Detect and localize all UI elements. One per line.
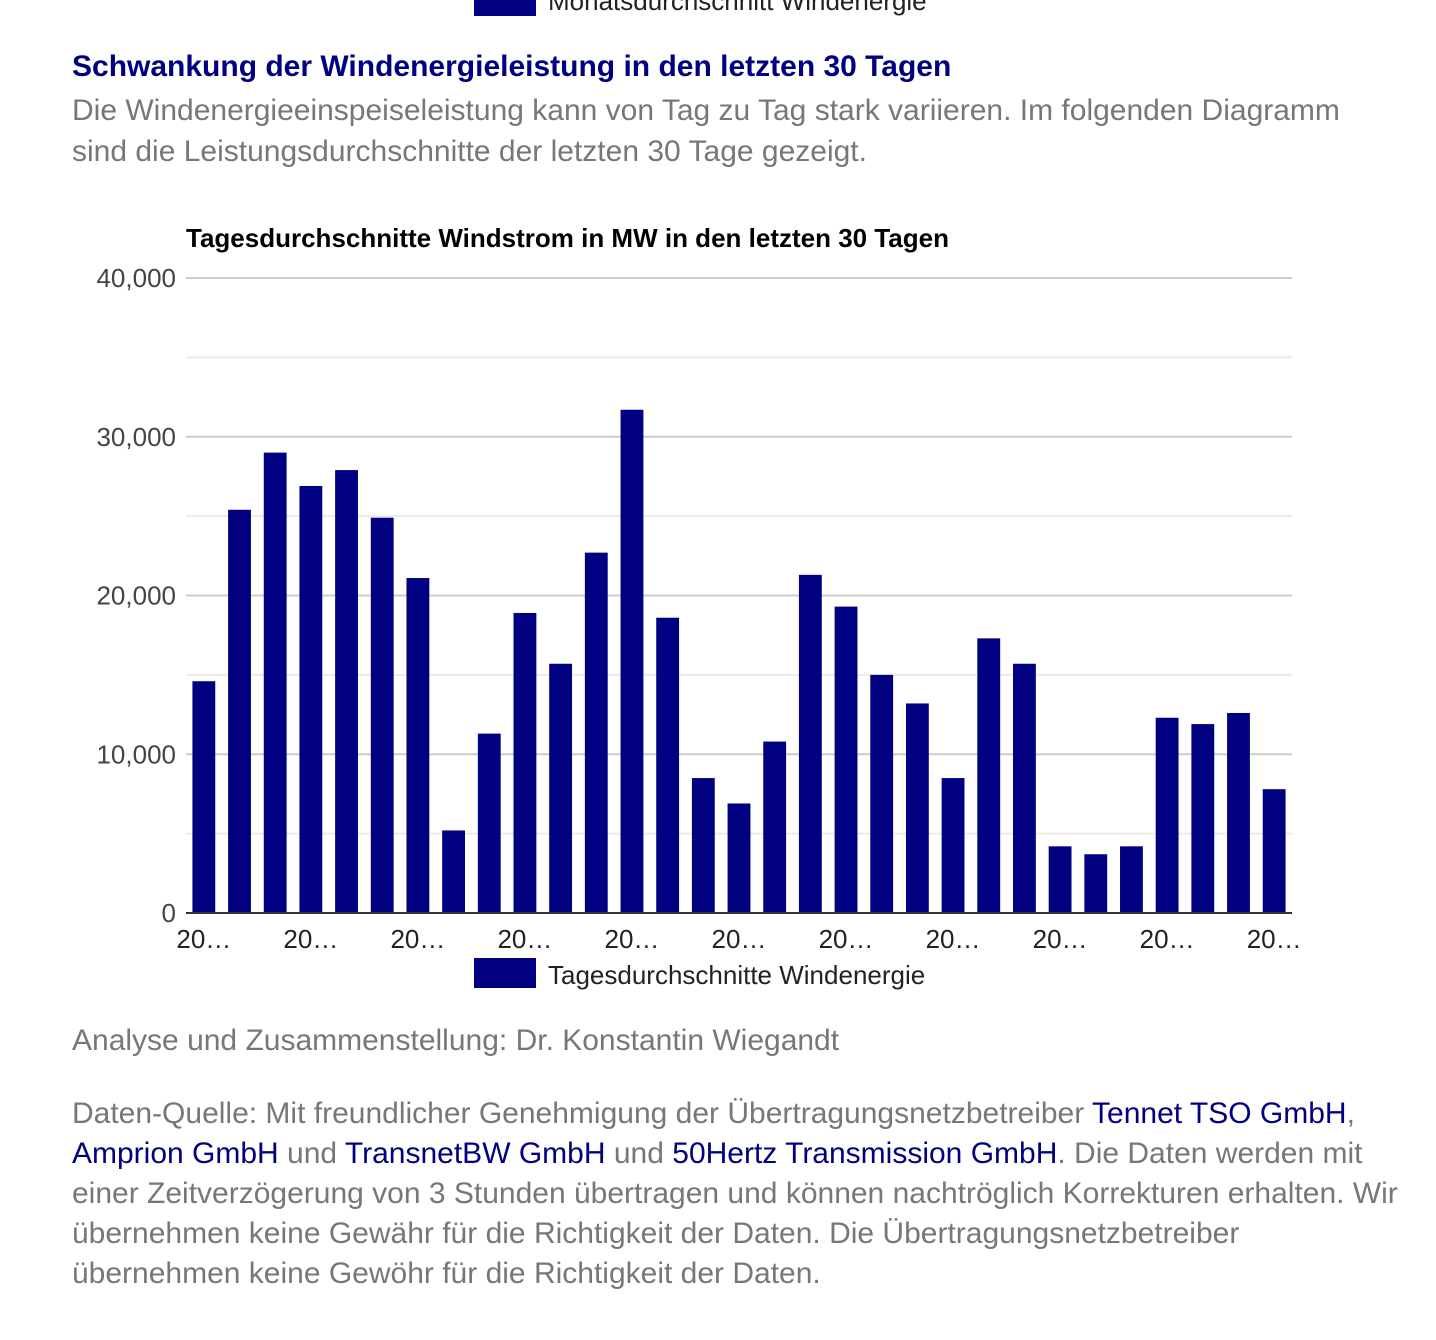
legend-swatch bbox=[474, 958, 536, 988]
source-sep-3: und bbox=[605, 1137, 673, 1170]
bar bbox=[870, 674, 894, 913]
x-tick-label: 20… bbox=[1140, 924, 1195, 954]
bar bbox=[977, 638, 1001, 913]
bar bbox=[620, 409, 644, 913]
analysis-credit: Analyse und Zusammenstellung: Dr. Konsta… bbox=[72, 1024, 840, 1057]
x-tick-label: 20… bbox=[497, 924, 552, 954]
bars bbox=[192, 409, 1286, 913]
bar bbox=[763, 741, 787, 913]
link-transnetbw[interactable]: TransnetBW GmbH bbox=[344, 1137, 606, 1170]
bar bbox=[1048, 846, 1072, 913]
bar bbox=[1120, 846, 1143, 913]
top-legend-swatch bbox=[474, 0, 536, 16]
y-tick-label: 20,000 bbox=[96, 581, 176, 611]
bar bbox=[656, 617, 680, 913]
bar bbox=[584, 552, 608, 913]
bar bbox=[335, 470, 358, 913]
y-tick-label: 10,000 bbox=[96, 739, 176, 769]
bar bbox=[513, 612, 537, 913]
bar bbox=[798, 574, 822, 913]
link-amprion[interactable]: Amprion GmbH bbox=[72, 1137, 279, 1170]
data-source: Daten-Quelle: Mit freundlicher Genehmigu… bbox=[72, 1094, 1412, 1294]
source-suffix: . Die Daten werden mit einer Zeitverzöge… bbox=[72, 1137, 1398, 1290]
bar bbox=[834, 606, 858, 913]
y-tick-label: 40,000 bbox=[96, 263, 176, 293]
x-tick-label: 20… bbox=[1033, 924, 1088, 954]
bar bbox=[477, 733, 501, 913]
legend-label: Tagesdurchschnitte Windenergie bbox=[548, 960, 925, 990]
x-tick-label: 20… bbox=[605, 924, 660, 954]
source-prefix: Daten-Quelle: Mit freundlicher Genehmigu… bbox=[72, 1097, 1093, 1130]
bar bbox=[691, 778, 715, 913]
bar bbox=[941, 778, 965, 913]
x-tick-label: 20… bbox=[819, 924, 874, 954]
bar bbox=[299, 485, 323, 913]
section-intro: Die Windenergieeinspeiseleistung kann vo… bbox=[72, 94, 1340, 168]
y-tick-label: 30,000 bbox=[96, 422, 176, 452]
x-tick-label: 20… bbox=[283, 924, 338, 954]
bar bbox=[1013, 663, 1036, 913]
bar bbox=[727, 803, 751, 913]
chart-title: Tagesdurchschnitte Windstrom in MW in de… bbox=[186, 223, 949, 253]
chart-legend: Tagesdurchschnitte Windenergie bbox=[474, 958, 925, 990]
source-sep-2: und bbox=[278, 1137, 345, 1170]
x-tick-label: 20… bbox=[712, 924, 767, 954]
x-tick-label: 20… bbox=[1247, 924, 1302, 954]
gridlines bbox=[186, 277, 1292, 835]
bar bbox=[263, 452, 287, 913]
bar bbox=[549, 663, 573, 913]
link-50hertz[interactable]: 50Hertz Transmission GmbH bbox=[672, 1137, 1058, 1170]
bar bbox=[192, 681, 216, 913]
top-legend-label: Monatsdurchschnitt Windenergie bbox=[548, 0, 927, 16]
source-sep-1: , bbox=[1346, 1097, 1355, 1130]
bar bbox=[406, 578, 430, 913]
bar bbox=[228, 509, 251, 913]
link-tennet[interactable]: Tennet TSO GmbH bbox=[1092, 1097, 1347, 1130]
axes: 0 10,000 20,000 30,000 40,000 20… 20… 20… 20… 20…… bbox=[96, 263, 1301, 990]
bar bbox=[905, 703, 929, 913]
bar bbox=[1227, 712, 1250, 913]
bar bbox=[1262, 789, 1286, 913]
bar bbox=[370, 517, 394, 913]
y-tick-label: 0 bbox=[162, 898, 176, 928]
wind-bar-chart: 0 10,000 20,000 30,000 40,000 20… 20… 20… 20… 20…… bbox=[96, 223, 1301, 990]
bar bbox=[442, 830, 465, 913]
bar bbox=[1084, 854, 1108, 913]
bar bbox=[1155, 717, 1179, 913]
x-tick-label: 20… bbox=[176, 924, 231, 954]
x-tick-label: 20… bbox=[926, 924, 981, 954]
bar bbox=[1191, 724, 1215, 913]
section-title: Schwankung der Windenergieleistung in de… bbox=[72, 50, 952, 83]
x-tick-label: 20… bbox=[390, 924, 445, 954]
